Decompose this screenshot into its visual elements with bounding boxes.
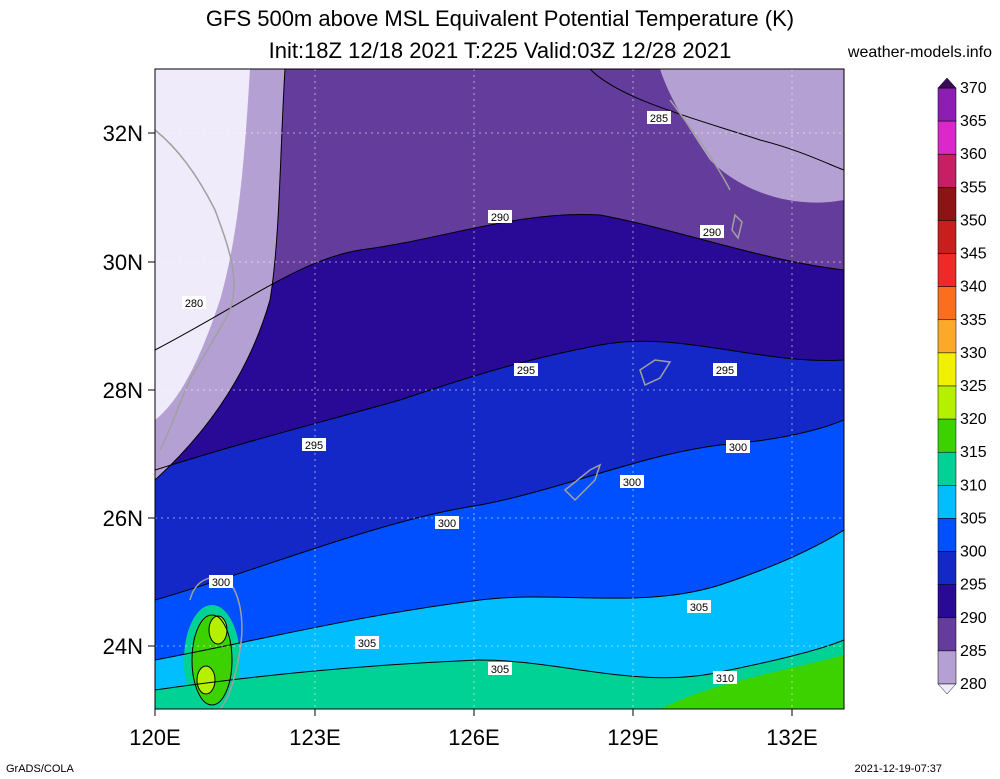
lat-label-26n: 26N	[103, 506, 143, 531]
colorbar-bottom-arrow	[937, 683, 957, 695]
site-credit: weather-models.info	[847, 44, 992, 61]
colorbar-segment	[937, 220, 957, 254]
colorbar-tick-label: 335	[960, 312, 987, 329]
contour-label-300c: 300	[438, 518, 456, 530]
contour-label-300b: 300	[623, 477, 641, 489]
band-280-ne	[660, 69, 844, 203]
contour-label-295c: 295	[305, 440, 323, 452]
contour-label-300a: 300	[729, 442, 747, 454]
colorbar-tick-label: 330	[960, 345, 987, 362]
colorbar-tick-label: 345	[960, 246, 987, 263]
lon-label-132e: 132E	[766, 725, 817, 750]
band-275-w	[155, 69, 250, 420]
lon-label-126e: 126E	[448, 725, 499, 750]
colorbar-segment	[937, 153, 957, 188]
lat-label-30n: 30N	[103, 250, 143, 275]
lon-label-120e: 120E	[129, 725, 180, 750]
axis-ticks	[148, 132, 793, 716]
contour-labels: 285 290 290 280 295 295 295 300 300 300 …	[182, 111, 750, 685]
colorbar-tick-label: 360	[960, 146, 987, 163]
colorbar-segment	[937, 120, 957, 155]
colorbar-segment	[937, 385, 957, 420]
contour-label-305c: 305	[491, 664, 509, 676]
colorbar-segment	[937, 187, 957, 221]
contour-label-295a: 295	[517, 365, 535, 377]
colorbar-tick-label: 280	[960, 676, 987, 693]
colorbar-tick-label: 310	[960, 477, 987, 494]
colorbar-segment	[937, 87, 957, 122]
colorbar-segment	[937, 650, 957, 685]
map-field	[155, 69, 844, 709]
contour-label-295b: 295	[716, 365, 734, 377]
contour-label-280: 280	[185, 298, 203, 310]
colorbar-tick-label: 365	[960, 113, 987, 130]
colorbar-segment	[937, 418, 957, 453]
band-315	[660, 655, 844, 709]
colorbar-tick-label: 295	[960, 577, 987, 594]
colorbar-segment	[937, 319, 957, 354]
colorbar-tick-label: 370	[960, 80, 987, 97]
lat-label-28n: 28N	[103, 378, 143, 403]
blob-320a	[209, 616, 227, 644]
colorbar-segment	[937, 584, 957, 619]
contours	[155, 69, 844, 709]
colorbar-tick-label: 285	[960, 643, 987, 660]
colorbar-tick-label: 340	[960, 279, 987, 296]
contour-label-290a: 290	[491, 212, 509, 224]
colorbar-tick-label: 300	[960, 544, 987, 561]
lat-label-32n: 32N	[103, 121, 143, 146]
colorbar-segment	[937, 485, 957, 519]
contour-label-305b: 305	[358, 638, 376, 650]
colorbar-segment	[937, 518, 957, 552]
colorbar-tick-label: 305	[960, 510, 987, 527]
coastlines	[155, 99, 743, 709]
colorbar-segment	[937, 352, 957, 387]
contour-label-285: 285	[650, 113, 668, 125]
colorbar-tick-label: 290	[960, 610, 987, 627]
colorbar-top-arrow	[937, 77, 957, 89]
footer-software: GrADS/COLA	[6, 763, 74, 775]
blob-320b	[197, 666, 215, 694]
contour-label-300d: 300	[212, 577, 230, 589]
colorbar-segment	[937, 551, 957, 585]
graticule	[155, 69, 844, 709]
map-title: GFS 500m above MSL Equivalent Potential …	[205, 6, 795, 31]
colorbar-segment	[937, 451, 957, 486]
colorbar-tick-label: 325	[960, 378, 987, 395]
colorbar: 370 365 360 355 350 345 340 335 330 325 320 315 310 3…	[937, 77, 987, 695]
contour-label-305a: 305	[690, 602, 708, 614]
colorbar-tick-label: 315	[960, 444, 987, 461]
band-285	[155, 69, 844, 350]
lon-label-129e: 129E	[607, 725, 658, 750]
contour-label-310: 310	[716, 673, 734, 685]
lat-label-24n: 24N	[103, 634, 143, 659]
footer-timestamp: 2021-12-19-07:37	[854, 763, 942, 775]
band-305	[155, 530, 844, 709]
map-frame	[154, 68, 845, 710]
colorbar-tick-label: 355	[960, 179, 987, 196]
colorbar-segment	[937, 253, 957, 287]
colorbar-segment	[937, 286, 957, 321]
colorbar-tick-label: 350	[960, 212, 987, 229]
colorbar-tick-label: 320	[960, 411, 987, 428]
contour-label-290b: 290	[703, 227, 721, 239]
lon-label-123e: 123E	[289, 725, 340, 750]
map-subtitle: Init:18Z 12/18 2021 T:225 Valid:03Z 12/2…	[268, 38, 732, 63]
colorbar-segment	[937, 617, 957, 652]
